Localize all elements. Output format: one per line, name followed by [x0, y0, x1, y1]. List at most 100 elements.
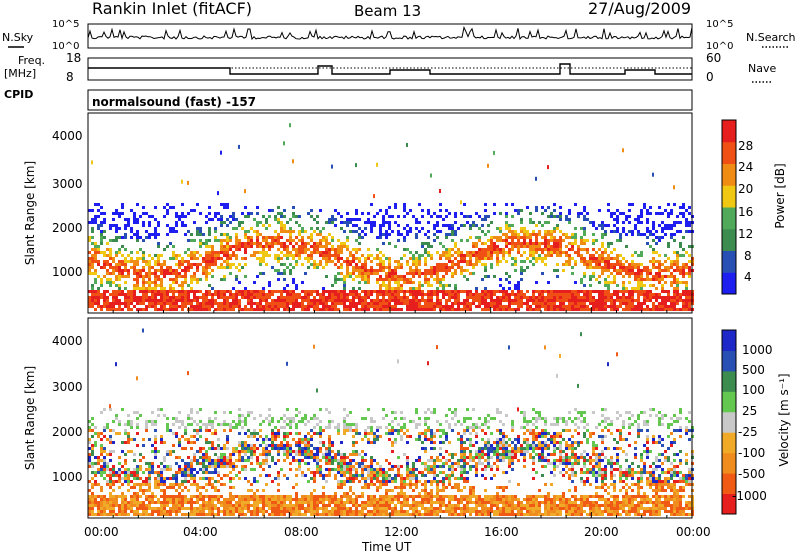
- velocity-cell: [328, 462, 331, 465]
- velocity-cell: [229, 507, 232, 510]
- power-cell: [385, 266, 388, 269]
- power-cell: [595, 227, 598, 230]
- power-cell: [640, 221, 643, 224]
- velocity-cell: [157, 510, 160, 513]
- power-cell: [550, 299, 553, 302]
- power-cell: [361, 305, 364, 308]
- power-cell: [220, 218, 223, 221]
- power-cell: [301, 248, 304, 251]
- power-cell: [388, 224, 391, 227]
- power-cell: [235, 227, 238, 230]
- velocity-cell: [328, 420, 331, 423]
- power-cell: [178, 260, 181, 263]
- velocity-cell: [94, 501, 97, 504]
- velocity-cell: [250, 432, 253, 435]
- velocity-cell: [322, 429, 325, 432]
- power-cell: [343, 242, 346, 245]
- power-cell: [256, 296, 259, 299]
- power-cell: [199, 308, 202, 311]
- power-cell: [298, 254, 301, 257]
- power-cell: [328, 233, 331, 236]
- power-cell: [214, 230, 217, 233]
- power-cell: [382, 296, 385, 299]
- power-cell: [196, 290, 199, 293]
- velocity-cell: [166, 501, 169, 504]
- power-cell: [478, 302, 481, 305]
- power-cell: [313, 299, 316, 302]
- velocity-cell: [187, 462, 190, 465]
- velocity-cell: [256, 462, 259, 465]
- power-cell: [181, 179, 183, 184]
- velocity-cell: [109, 438, 112, 441]
- power-cell: [538, 233, 541, 236]
- power-cell: [415, 302, 418, 305]
- velocity-cell: [286, 408, 289, 411]
- power-cell: [607, 293, 610, 296]
- power-cell: [220, 251, 223, 254]
- power-cell: [292, 278, 295, 281]
- velocity-cell: [175, 420, 178, 423]
- power-cell: [535, 224, 538, 227]
- power-cell: [367, 293, 370, 296]
- freq-trace: [88, 63, 692, 75]
- power-cell: [484, 203, 487, 206]
- velocity-cell: [253, 444, 256, 447]
- power-cell: [286, 221, 289, 224]
- velocity-cell: [286, 450, 289, 453]
- velocity-cell: [328, 426, 331, 429]
- velocity-cell: [106, 480, 109, 483]
- power-cell: [559, 230, 562, 233]
- power-cell: [166, 212, 169, 215]
- power-cell: [331, 254, 334, 257]
- power-cell: [172, 230, 175, 233]
- power-cell: [139, 236, 142, 239]
- power-cell: [391, 287, 394, 290]
- power-cell: [493, 275, 496, 278]
- power-cell: [250, 239, 253, 242]
- power-cell: [517, 239, 520, 242]
- velocity-cell: [331, 456, 334, 459]
- velocity-cell: [94, 471, 97, 474]
- power-cell: [643, 308, 646, 311]
- velocity-cell: [190, 447, 193, 450]
- velocity-cell: [94, 504, 97, 507]
- power-cell: [154, 284, 157, 287]
- power-cell: [613, 269, 616, 272]
- power-cell: [292, 245, 295, 248]
- velocity-cell: [217, 465, 220, 468]
- power-cell: [328, 254, 331, 257]
- power-cell: [283, 230, 286, 233]
- power-cell: [310, 251, 313, 254]
- power-cell: [355, 302, 358, 305]
- power-cell: [640, 215, 643, 218]
- velocity-cell: [157, 501, 160, 504]
- power-cell: [265, 245, 268, 248]
- power-cell: [400, 284, 403, 287]
- power-cell: [163, 305, 166, 308]
- power-cell: [496, 239, 499, 242]
- power-cell: [406, 260, 409, 263]
- power-cell: [154, 281, 157, 284]
- velocity-cell: [268, 501, 271, 504]
- power-cell: [319, 209, 322, 212]
- power-cell: [682, 308, 685, 311]
- power-cell: [385, 299, 388, 302]
- velocity-cell: [166, 468, 169, 471]
- velocity-cell: [271, 459, 274, 462]
- velocity-cell: [109, 468, 112, 471]
- power-cell: [232, 302, 235, 305]
- velocity-cell: [193, 501, 196, 504]
- power-cell: [160, 272, 163, 275]
- power-cell: [583, 218, 586, 221]
- power-cell: [607, 305, 610, 308]
- velocity-cell: [277, 450, 280, 453]
- power-cell: [673, 308, 676, 311]
- power-cell: [205, 257, 208, 260]
- power-cell: [622, 296, 625, 299]
- power-cell: [361, 269, 364, 272]
- power-cell: [607, 203, 610, 206]
- power-cell: [517, 287, 520, 290]
- power-cell: [649, 230, 652, 233]
- power-cell: [679, 212, 682, 215]
- power-cell: [583, 233, 586, 236]
